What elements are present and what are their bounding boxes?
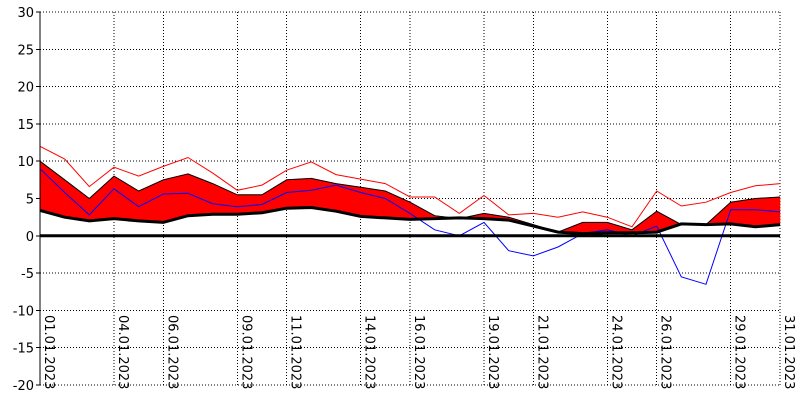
x-tick-label: 19.01.2023 (485, 315, 500, 389)
main-series-line (39, 160, 781, 233)
axes (39, 12, 780, 385)
fill-segment (163, 173, 189, 223)
x-tick-label: 16.01.2023 (411, 315, 426, 389)
x-tick-label: 26.01.2023 (658, 315, 673, 389)
y-tick-label: 0 (26, 230, 34, 245)
x-tick-label: 04.01.2023 (115, 315, 130, 389)
fill-segment (409, 201, 435, 220)
x-tick-label: 06.01.2023 (164, 315, 179, 389)
y-tick-label: -5 (21, 267, 34, 282)
series-lines (39, 145, 781, 285)
y-tick-label: 5 (26, 193, 34, 208)
lower-series-line (39, 168, 781, 285)
fill-segment (89, 175, 115, 222)
x-tick-label: 14.01.2023 (362, 315, 377, 389)
x-tick-label: 31.01.2023 (781, 315, 796, 389)
upper-series-line (39, 145, 781, 228)
y-tick-label: 25 (17, 43, 34, 58)
x-tick-label: 21.01.2023 (534, 315, 549, 389)
fill-segment (730, 198, 756, 228)
base-series-line (39, 205, 781, 236)
x-tick-label: 29.01.2023 (732, 315, 747, 389)
fill-segment (64, 179, 90, 222)
y-tick-label: -10 (13, 304, 34, 319)
y-tick-labels: 30 25 20 15 10 5 0 -5 -10 -15 -20 (13, 6, 34, 394)
y-tick-label: 10 (17, 155, 34, 170)
fill-segment (286, 178, 312, 209)
y-tick-label: -15 (13, 342, 34, 357)
y-tick-label: 30 (17, 6, 34, 21)
x-tick-label: 24.01.2023 (608, 315, 623, 389)
x-tick-label: 01.01.2023 (41, 315, 56, 389)
fill-segment (360, 187, 386, 219)
x-tick-labels: 01.01.2023 04.01.2023 06.01.2023 09.01.2023… (41, 315, 796, 389)
y-tick-label: 20 (17, 81, 34, 96)
x-tick-label: 09.01.2023 (238, 315, 253, 389)
fill-segment (138, 179, 164, 223)
y-tick-label: -20 (13, 379, 34, 394)
y-tick-label: 15 (17, 118, 34, 133)
x-tick-label: 11.01.2023 (288, 315, 303, 389)
fill-segment (113, 175, 139, 222)
